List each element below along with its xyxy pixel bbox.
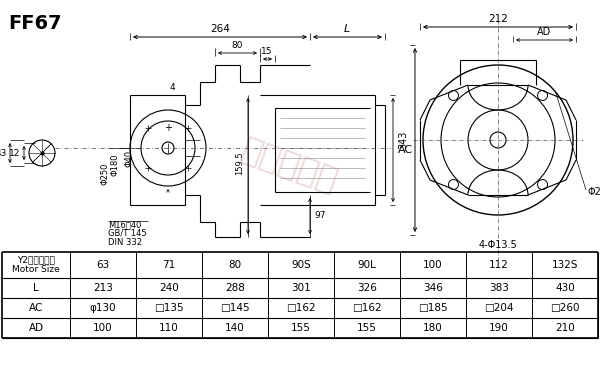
Text: 190: 190: [489, 323, 509, 333]
Text: DIN 332: DIN 332: [108, 238, 142, 247]
Text: φ130: φ130: [89, 303, 116, 313]
Text: Motor Size: Motor Size: [12, 266, 60, 275]
Text: Φ215: Φ215: [588, 187, 600, 197]
Text: FF67: FF67: [8, 14, 62, 33]
Text: 100: 100: [423, 260, 443, 270]
Text: +: +: [164, 123, 172, 133]
Text: □135: □135: [154, 303, 184, 313]
Text: 240: 240: [159, 283, 179, 293]
Text: 63: 63: [97, 260, 110, 270]
Text: Φ250: Φ250: [100, 163, 109, 185]
Text: 430: 430: [555, 283, 575, 293]
Text: 288: 288: [225, 283, 245, 293]
Text: AD: AD: [28, 323, 44, 333]
Text: 90S: 90S: [291, 260, 311, 270]
Text: 71: 71: [163, 260, 176, 270]
Text: □260: □260: [550, 303, 580, 313]
Text: □185: □185: [418, 303, 448, 313]
Text: Φ180: Φ180: [111, 154, 120, 176]
Text: 264: 264: [210, 24, 230, 34]
Text: 43: 43: [0, 148, 7, 158]
Text: □145: □145: [220, 303, 250, 313]
Text: □204: □204: [484, 303, 514, 313]
Text: 140: 140: [225, 323, 245, 333]
Text: 180: 180: [423, 323, 443, 333]
Text: 213: 213: [93, 283, 113, 293]
Text: Φ40: Φ40: [124, 150, 133, 167]
Text: □162: □162: [286, 303, 316, 313]
Text: 80: 80: [231, 41, 243, 50]
Text: 301: 301: [291, 283, 311, 293]
Text: 112: 112: [489, 260, 509, 270]
Text: AD: AD: [537, 27, 551, 37]
Text: 4: 4: [169, 83, 175, 92]
Text: AC: AC: [29, 303, 43, 313]
Text: 15: 15: [261, 47, 273, 56]
Text: 90L: 90L: [358, 260, 376, 270]
Text: 383: 383: [489, 283, 509, 293]
Text: 12: 12: [8, 148, 20, 158]
Text: 155: 155: [357, 323, 377, 333]
Text: 343: 343: [398, 131, 408, 149]
Text: 212: 212: [488, 14, 508, 24]
Text: 97: 97: [314, 211, 325, 220]
Text: L: L: [33, 283, 39, 293]
Text: Y2电机机座号: Y2电机机座号: [17, 256, 55, 265]
Text: 110: 110: [159, 323, 179, 333]
Text: 瓦玛特博士: 瓦玛特博士: [238, 132, 343, 198]
Text: 80: 80: [229, 260, 242, 270]
Text: GB/T 145: GB/T 145: [108, 229, 146, 238]
Text: 346: 346: [423, 283, 443, 293]
Text: □162: □162: [352, 303, 382, 313]
Text: 132S: 132S: [552, 260, 578, 270]
Text: L: L: [344, 24, 350, 34]
Text: AC: AC: [398, 145, 413, 155]
Text: M16深40: M16深40: [108, 220, 142, 229]
Text: 100: 100: [93, 323, 113, 333]
Text: 155: 155: [291, 323, 311, 333]
Text: 159.5: 159.5: [235, 151, 244, 175]
Text: 326: 326: [357, 283, 377, 293]
Text: 4-Φ13.5: 4-Φ13.5: [479, 240, 517, 250]
Text: 210: 210: [555, 323, 575, 333]
